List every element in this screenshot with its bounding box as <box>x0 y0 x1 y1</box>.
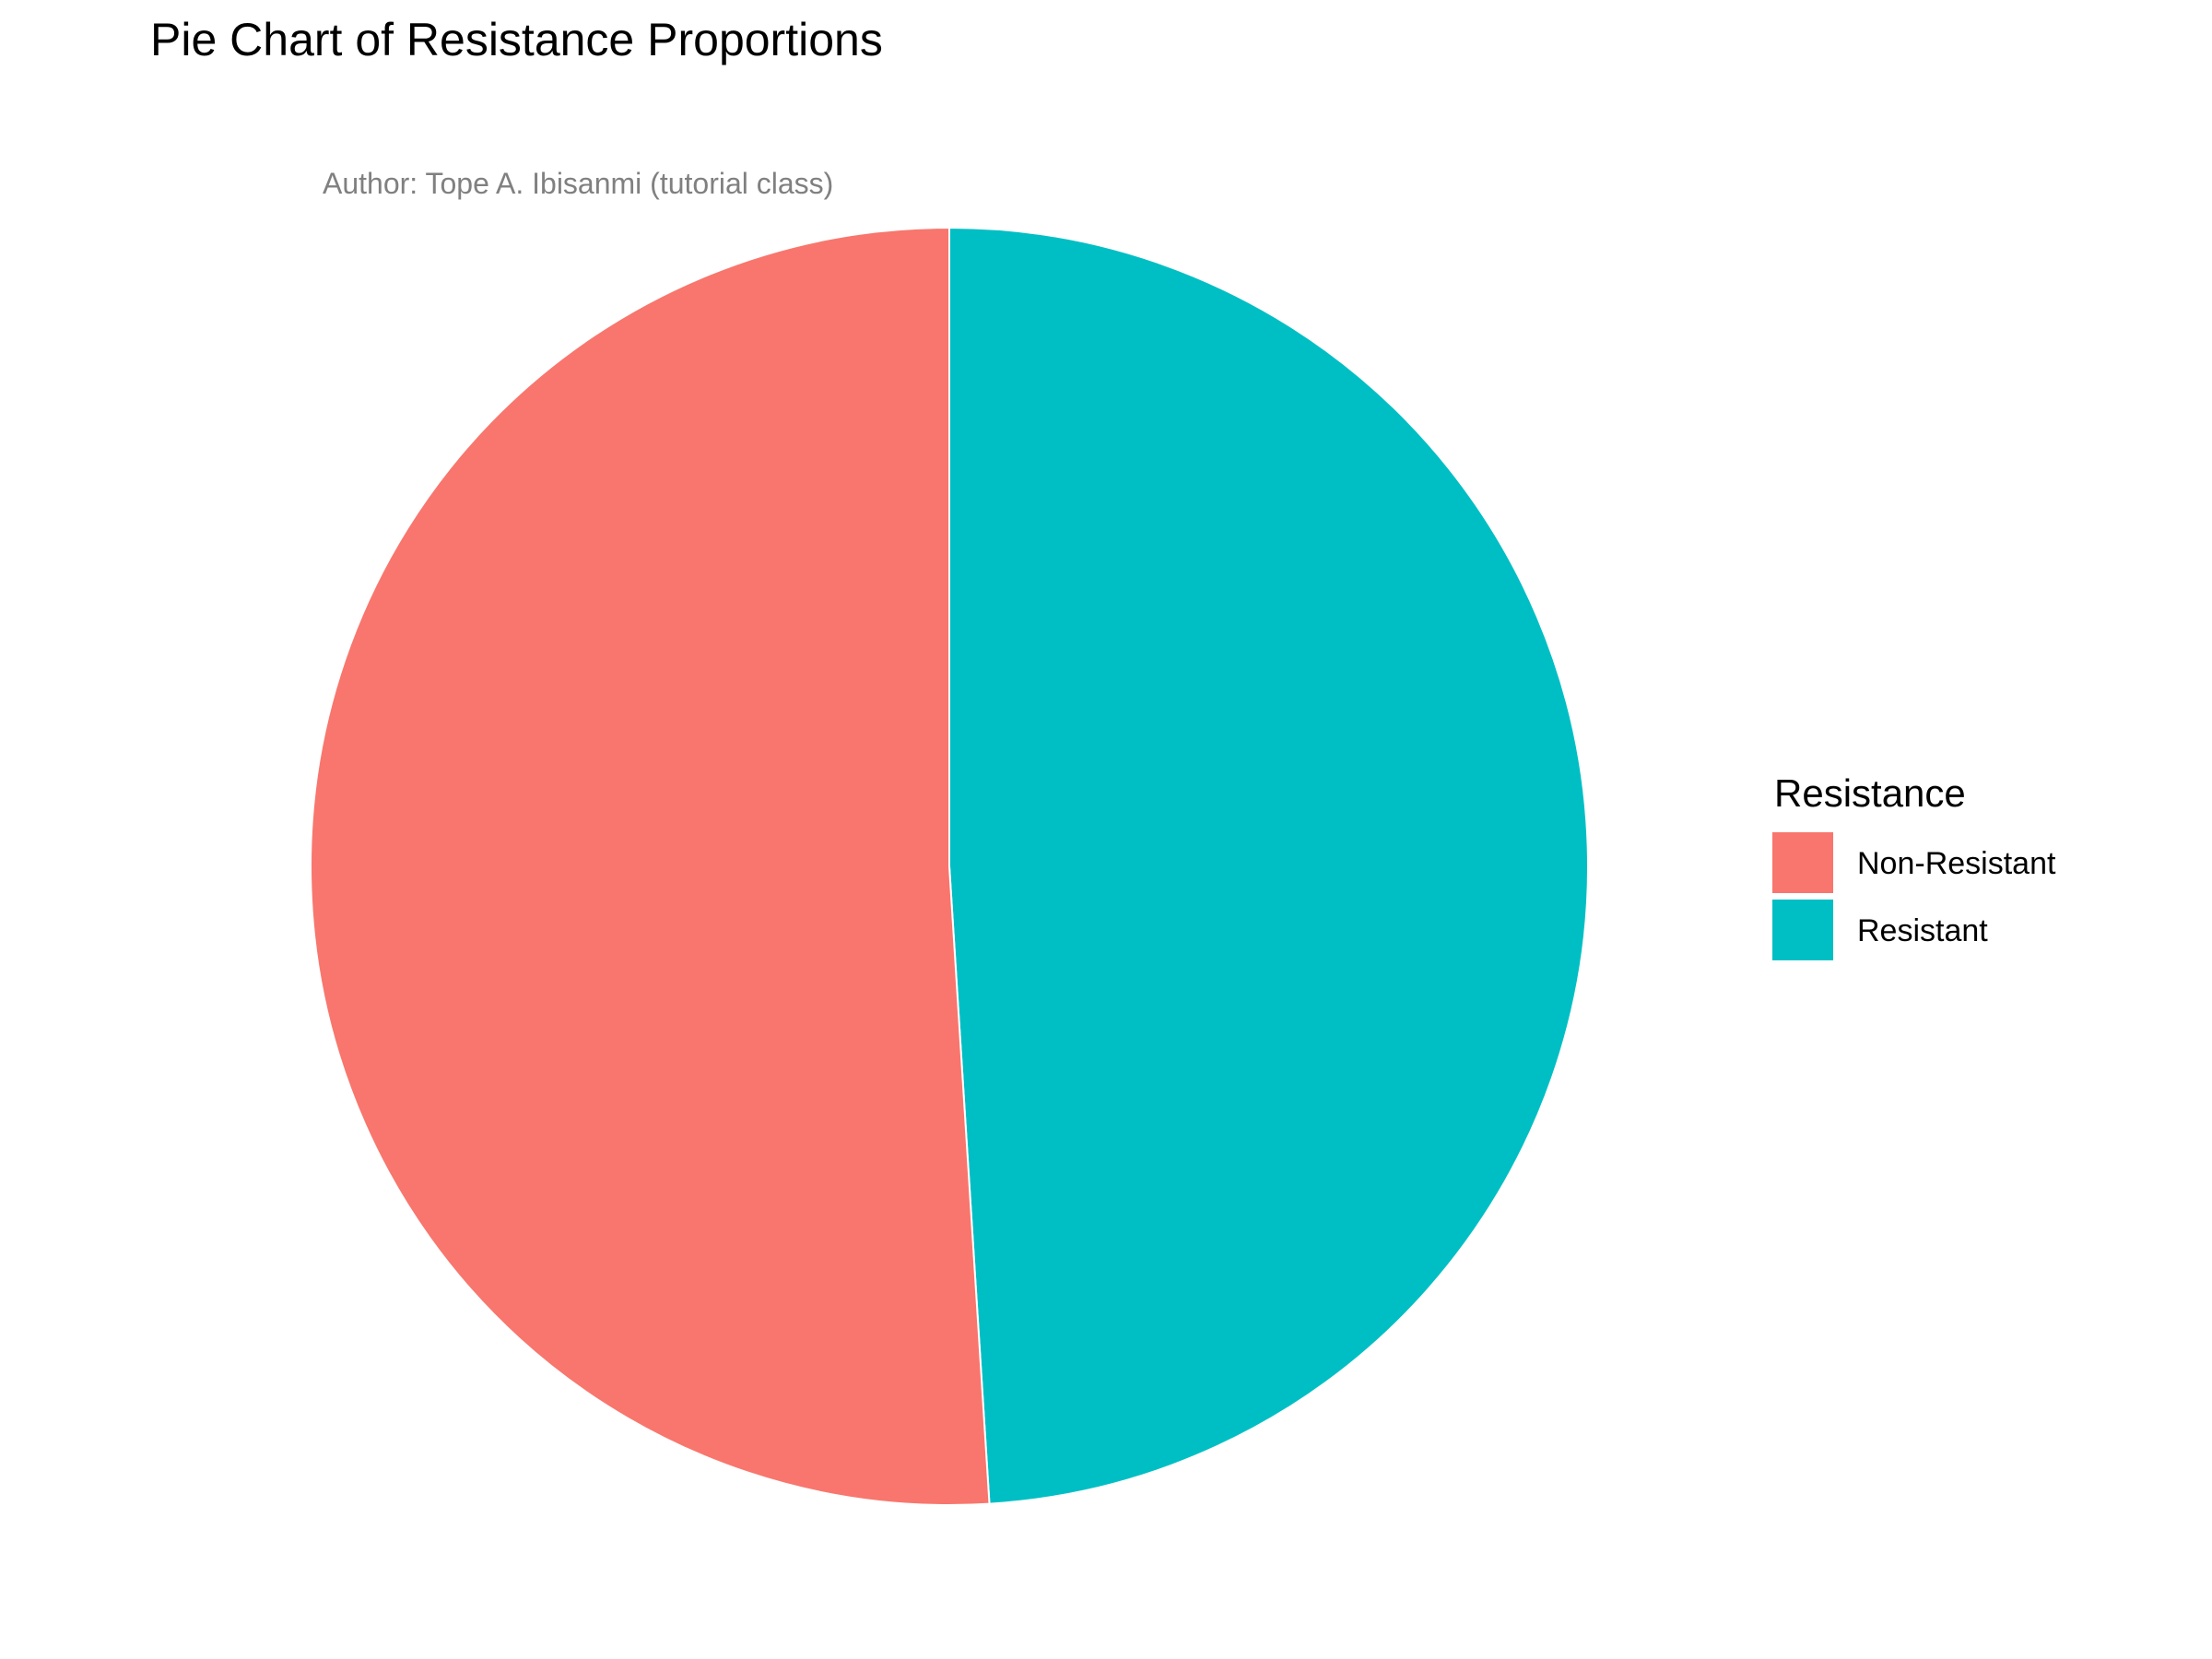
legend-items: Non-Resistant Resistant <box>1772 832 2056 960</box>
chart-title: Pie Chart of Resistance Proportions <box>150 14 883 65</box>
legend-key-non-resistant <box>1772 832 1833 893</box>
legend-label-non-resistant: Non-Resistant <box>1857 846 2056 881</box>
pie-slice-resistant <box>948 226 1589 1505</box>
legend-title: Resistance <box>1774 771 1966 815</box>
pie-slices <box>309 226 1589 1506</box>
legend-key-resistant <box>1772 900 1833 960</box>
chart-subtitle: Author: Tope A. Ibisanmi (tutorial class… <box>323 167 833 200</box>
pie-slice-non-resistant <box>309 226 991 1506</box>
legend-label-resistant: Resistant <box>1857 913 1988 948</box>
legend: Resistance Non-Resistant Resistant <box>1772 771 2056 960</box>
